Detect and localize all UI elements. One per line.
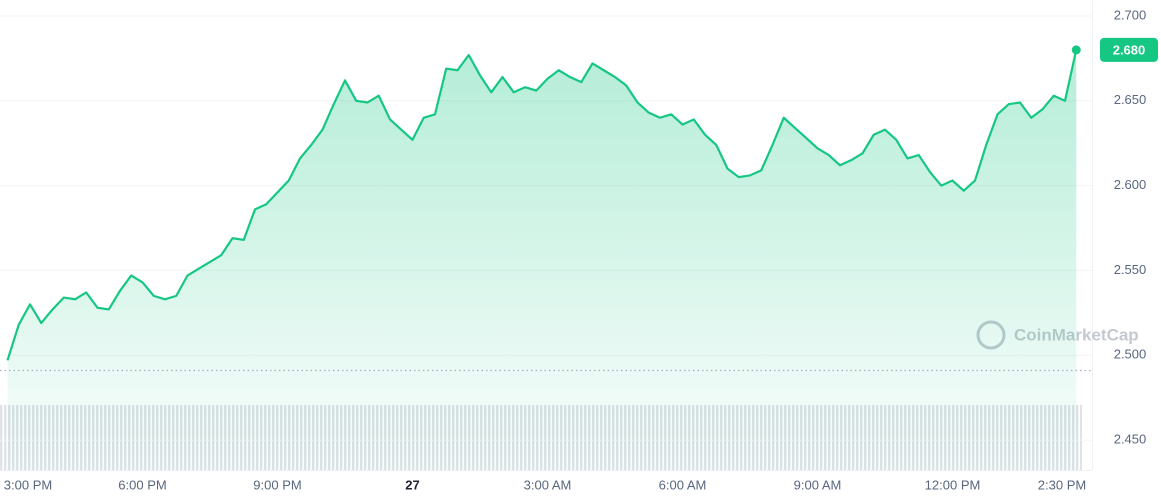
axis-divider (1092, 0, 1093, 470)
x-tick-label: 3:00 AM (524, 477, 572, 492)
x-tick-label: 12:00 PM (925, 477, 981, 492)
y-tick-label: 2.650 (1114, 92, 1147, 107)
last-point (1071, 45, 1081, 55)
x-tick-label: 6:00 AM (659, 477, 707, 492)
price-area (7, 49, 1077, 470)
x-tick-label: 2:30 PM (1038, 477, 1086, 492)
y-tick-label: 2.700 (1114, 7, 1147, 22)
x-tick-label: 6:00 PM (118, 477, 166, 492)
y-tick-label: 2.450 (1114, 432, 1147, 447)
y-tick-label: 2.500 (1114, 347, 1147, 362)
price-badge-label: 2.680 (1113, 42, 1146, 57)
price-line (6, 49, 1078, 361)
x-tick-label: 9:00 AM (794, 477, 842, 492)
x-tick-label: 3:00 PM (4, 477, 52, 492)
price-badge (1100, 37, 1158, 62)
x-tick-label: 9:00 PM (253, 477, 301, 492)
x-tick-label: 27 (405, 477, 419, 492)
y-tick-label: 2.600 (1114, 177, 1147, 192)
x-axis-line (0, 470, 1092, 471)
y-tick-label: 2.550 (1114, 262, 1147, 277)
